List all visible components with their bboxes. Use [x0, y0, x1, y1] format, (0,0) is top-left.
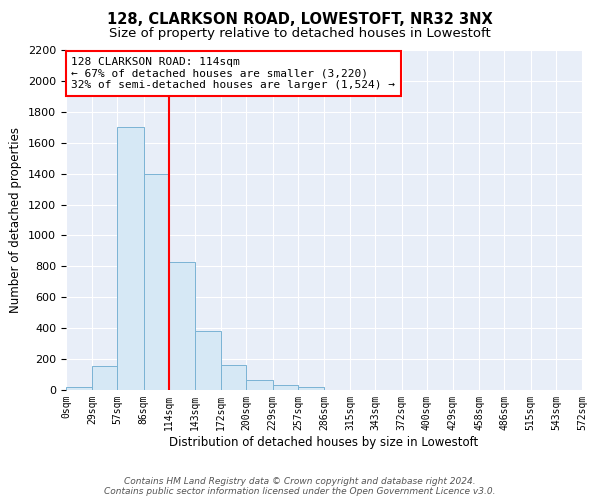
Bar: [66, 387, 92, 390]
Bar: [195, 330, 221, 390]
Text: Contains HM Land Registry data © Crown copyright and database right 2024.
Contai: Contains HM Land Registry data © Crown c…: [104, 476, 496, 496]
Bar: [118, 128, 143, 390]
Bar: [298, 387, 324, 390]
Bar: [247, 380, 272, 390]
Text: 128 CLARKSON ROAD: 114sqm
← 67% of detached houses are smaller (3,220)
32% of se: 128 CLARKSON ROAD: 114sqm ← 67% of detac…: [71, 57, 395, 90]
X-axis label: Distribution of detached houses by size in Lowestoft: Distribution of detached houses by size …: [169, 436, 479, 448]
Text: 128, CLARKSON ROAD, LOWESTOFT, NR32 3NX: 128, CLARKSON ROAD, LOWESTOFT, NR32 3NX: [107, 12, 493, 28]
Bar: [169, 262, 195, 390]
Text: Size of property relative to detached houses in Lowestoft: Size of property relative to detached ho…: [109, 28, 491, 40]
Bar: [92, 366, 118, 390]
Y-axis label: Number of detached properties: Number of detached properties: [10, 127, 22, 313]
Bar: [272, 386, 298, 390]
Bar: [221, 366, 247, 390]
Bar: [143, 174, 169, 390]
